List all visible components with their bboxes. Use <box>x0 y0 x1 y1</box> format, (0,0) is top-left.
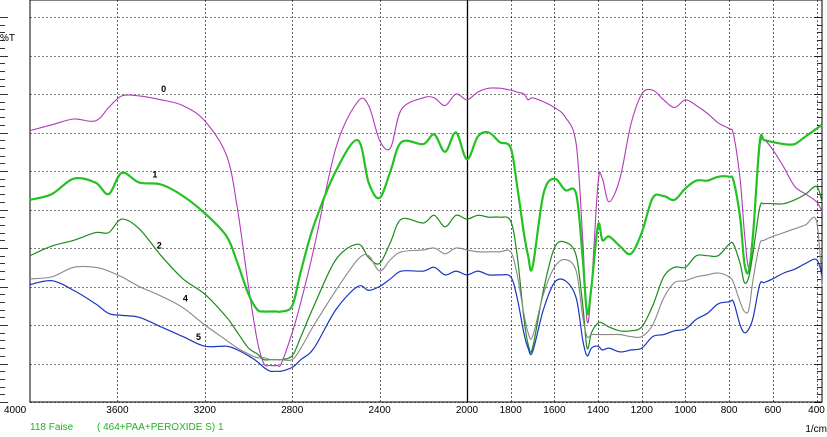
series-group <box>29 87 823 373</box>
trace-label-2: 2 <box>157 241 162 251</box>
trace-label-5: 5 <box>196 332 201 342</box>
x-tick-label: 1400 <box>587 405 610 416</box>
series-line-1 <box>29 123 823 316</box>
trace-labels: 0 1 2 4 5 <box>152 84 201 342</box>
series-line-4 <box>29 216 823 362</box>
x-tick-label: 600 <box>764 405 781 416</box>
trace-label-0: 0 <box>161 84 166 94</box>
x-tick-label: 400 <box>808 405 825 416</box>
x-tick-label: 3600 <box>106 405 129 416</box>
series-line-2 <box>29 185 823 361</box>
trace-label-4: 4 <box>183 294 188 304</box>
x-tick-label: 3200 <box>194 405 217 416</box>
y-axis-ticks <box>0 17 822 403</box>
x-axis-tick-labels: 4000 3600 3200 2800 2400 2000 1800 1600 1400 1200… <box>4 405 825 416</box>
trace-label-1: 1 <box>152 170 157 180</box>
x-tick-label: 2400 <box>368 405 391 416</box>
x-tick-label: 1800 <box>500 405 523 416</box>
y-axis-label: %T <box>0 33 15 44</box>
x-tick-label: 4000 <box>4 405 27 416</box>
x-tick-label: 2000 <box>456 405 479 416</box>
x-tick-label: 1000 <box>674 405 697 416</box>
sample-id: 118 Faise <box>30 422 74 433</box>
x-tick-label: 800 <box>721 405 738 416</box>
grid <box>29 0 823 403</box>
x-tick-label: 1600 <box>543 405 566 416</box>
series-line-5 <box>29 258 823 373</box>
footer: 118 Faise ( 464+PAA+PEROXIDE S) 1 <box>0 422 827 436</box>
x-tick-label: 2800 <box>281 405 304 416</box>
sample-description: ( 464+PAA+PEROXIDE S) 1 <box>97 422 224 433</box>
x-tick-label: 1200 <box>631 405 654 416</box>
x-axis-label: 1/cm <box>805 424 827 435</box>
